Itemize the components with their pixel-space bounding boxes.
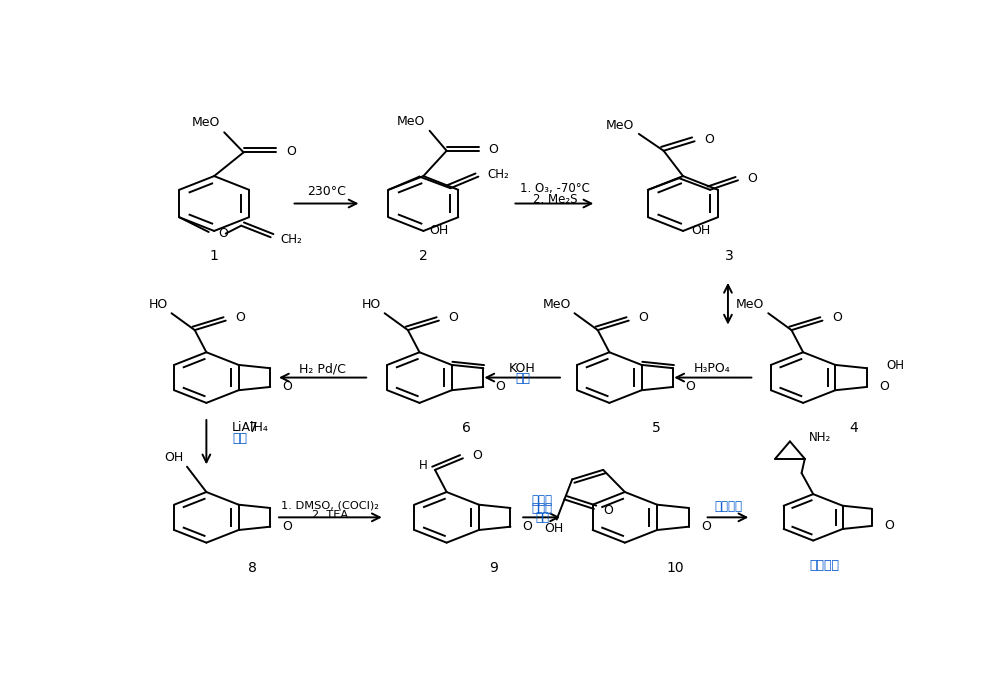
Text: O: O — [879, 380, 889, 393]
Text: HO: HO — [362, 298, 381, 311]
Text: HO: HO — [148, 298, 168, 311]
Text: 10: 10 — [666, 561, 684, 575]
Text: O: O — [282, 520, 292, 533]
Text: 1. DMSO, (COCl)₂: 1. DMSO, (COCl)₂ — [281, 500, 379, 510]
Text: 回流: 回流 — [535, 511, 549, 524]
Text: O: O — [448, 312, 458, 325]
Text: O: O — [282, 380, 292, 393]
Text: O: O — [747, 172, 757, 185]
Text: MeO: MeO — [736, 298, 764, 311]
Text: O: O — [523, 520, 532, 533]
Text: MeO: MeO — [542, 298, 571, 311]
Text: LiAlH₄: LiAlH₄ — [232, 421, 269, 434]
Text: MeO: MeO — [192, 116, 220, 129]
Text: OH: OH — [886, 359, 904, 372]
Text: 多个步骤: 多个步骤 — [714, 500, 742, 513]
Text: OH: OH — [545, 523, 564, 536]
Text: 4: 4 — [849, 421, 858, 435]
Text: O: O — [286, 145, 296, 158]
Text: O: O — [488, 143, 498, 156]
Text: 8: 8 — [248, 561, 257, 575]
Text: 1: 1 — [210, 249, 219, 263]
Text: 7: 7 — [248, 421, 257, 435]
Text: 5: 5 — [652, 421, 660, 435]
Text: O: O — [603, 504, 613, 517]
Text: OH: OH — [691, 224, 710, 237]
Text: O: O — [218, 227, 228, 240]
Text: O: O — [701, 520, 711, 533]
Text: O: O — [638, 312, 648, 325]
Text: 他司美琼: 他司美琼 — [810, 560, 840, 573]
Text: MeO: MeO — [606, 119, 634, 132]
Text: NH₂: NH₂ — [809, 431, 832, 444]
Text: 2. Me₂S: 2. Me₂S — [533, 192, 577, 206]
Text: O: O — [472, 449, 482, 462]
Text: H: H — [418, 459, 427, 472]
Text: 回流: 回流 — [515, 372, 530, 385]
Text: 吡咯烷: 吡咯烷 — [531, 502, 552, 515]
Text: O: O — [884, 519, 894, 532]
Text: O: O — [832, 312, 842, 325]
Text: H₂ Pd/C: H₂ Pd/C — [299, 362, 346, 375]
Text: OH: OH — [164, 451, 183, 464]
Text: KOH: KOH — [509, 362, 536, 375]
Text: CH₂: CH₂ — [281, 234, 302, 247]
Text: 230°C: 230°C — [307, 185, 346, 198]
Text: 2: 2 — [419, 249, 428, 263]
Text: O: O — [235, 312, 245, 325]
Text: OH: OH — [430, 224, 449, 237]
Text: 6: 6 — [462, 421, 470, 435]
Text: 3: 3 — [725, 249, 734, 263]
Text: 回流: 回流 — [232, 432, 247, 445]
Text: 1. O₃, -70°C: 1. O₃, -70°C — [520, 182, 590, 195]
Text: 丙二酸: 丙二酸 — [531, 494, 552, 507]
Text: MeO: MeO — [397, 114, 425, 127]
Text: O: O — [685, 380, 695, 393]
Text: H₃PO₄: H₃PO₄ — [694, 362, 731, 375]
Text: O: O — [495, 380, 505, 393]
Text: 9: 9 — [489, 561, 498, 575]
Text: CH₂: CH₂ — [488, 168, 509, 181]
Text: O: O — [704, 133, 714, 146]
Text: 2. TEA: 2. TEA — [312, 510, 348, 520]
